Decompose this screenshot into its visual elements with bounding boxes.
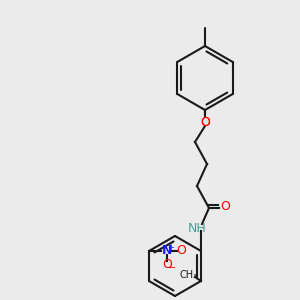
Text: N: N [162,244,172,257]
Text: O: O [162,259,172,272]
Text: −: − [168,263,176,273]
Text: O: O [220,200,230,212]
Text: CH₃: CH₃ [180,270,198,280]
Text: O: O [200,116,210,128]
Text: NH: NH [188,221,206,235]
Text: O: O [200,116,210,128]
Text: +: + [168,242,175,251]
Text: O: O [176,244,186,257]
